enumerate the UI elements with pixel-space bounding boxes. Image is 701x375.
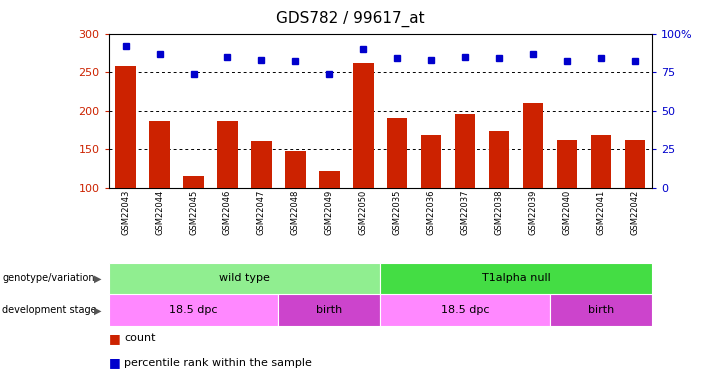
Text: development stage: development stage [2,305,97,315]
Text: GSM22042: GSM22042 [630,190,639,235]
Bar [523,103,543,188]
Text: ▶: ▶ [94,273,102,284]
Text: GSM22041: GSM22041 [597,190,606,235]
Text: GSM22047: GSM22047 [257,190,266,235]
Bar [381,262,652,294]
Text: birth: birth [316,305,343,315]
Text: ■: ■ [109,332,121,345]
Text: ▶: ▶ [94,305,102,315]
Bar [353,63,374,188]
Text: count: count [124,333,156,344]
Text: GSM22037: GSM22037 [461,190,470,235]
Text: GSM22036: GSM22036 [427,190,436,235]
Bar [591,135,611,188]
Text: ■: ■ [109,356,121,369]
Bar [109,262,381,294]
Text: percentile rank within the sample: percentile rank within the sample [124,358,312,368]
Bar [285,151,306,188]
Text: GSM22043: GSM22043 [121,190,130,235]
Text: GSM22039: GSM22039 [529,190,538,235]
Text: GSM22044: GSM22044 [155,190,164,235]
Bar [381,294,550,326]
Bar [319,171,339,188]
Bar [550,294,652,326]
Bar [455,114,475,188]
Text: wild type: wild type [219,273,270,284]
Text: genotype/variation: genotype/variation [2,273,95,284]
Text: GSM22045: GSM22045 [189,190,198,235]
Text: GSM22049: GSM22049 [325,190,334,235]
Bar [251,141,272,188]
Bar [278,294,380,326]
Text: 18.5 dpc: 18.5 dpc [170,305,218,315]
Text: GSM22035: GSM22035 [393,190,402,235]
Bar [116,66,136,188]
Text: 18.5 dpc: 18.5 dpc [441,305,489,315]
Bar [387,118,407,188]
Text: GSM22038: GSM22038 [495,190,503,235]
Text: birth: birth [588,305,614,315]
Text: GSM22050: GSM22050 [359,190,368,235]
Bar [109,294,278,326]
Bar [149,122,170,188]
Bar [489,131,510,188]
Text: GSM22048: GSM22048 [291,190,300,235]
Bar [625,140,645,188]
Bar [217,122,238,188]
Text: GSM22046: GSM22046 [223,190,232,235]
Text: GDS782 / 99617_at: GDS782 / 99617_at [276,11,425,27]
Text: GSM22040: GSM22040 [562,190,571,235]
Bar [557,140,577,188]
Bar [421,135,442,188]
Bar [184,176,204,188]
Text: T1alpha null: T1alpha null [482,273,550,284]
